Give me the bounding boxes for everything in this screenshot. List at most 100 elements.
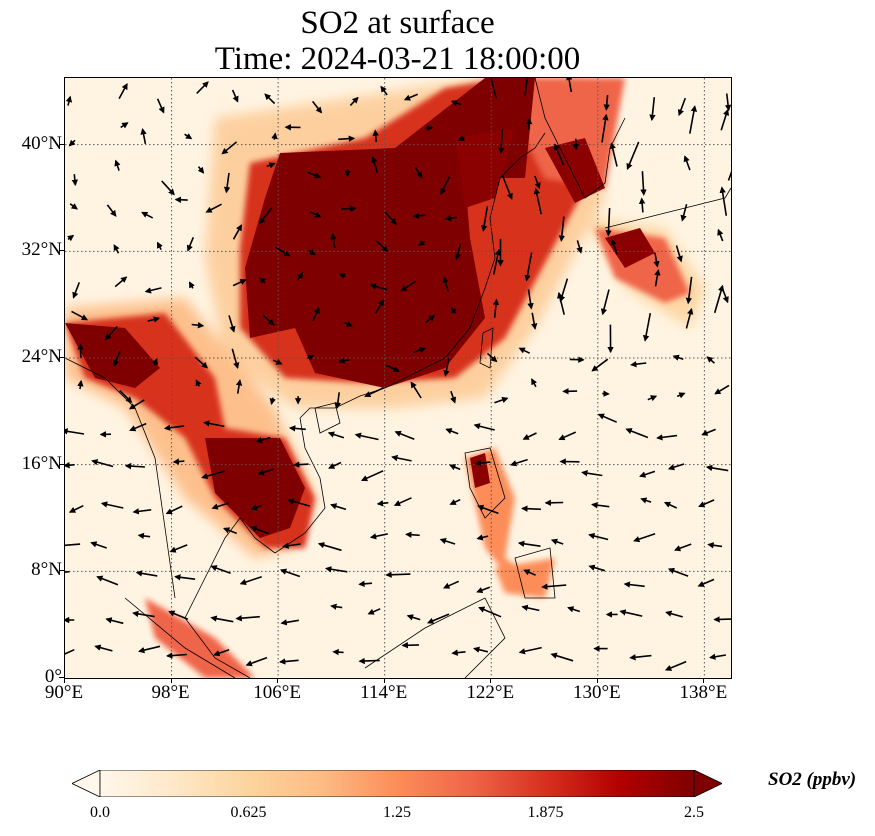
colorbar-tick-label: 0.625 — [230, 804, 267, 821]
wind-vector-arrow — [223, 527, 237, 535]
wind-vector-arrow — [191, 322, 205, 329]
wind-vector-arrow — [172, 458, 185, 465]
colorbar-tick-label: 1.25 — [383, 804, 411, 821]
wind-vector-arrow — [68, 504, 84, 513]
wind-vector-arrow — [414, 166, 423, 179]
wind-vector-arrow — [451, 649, 466, 656]
chart-title: SO2 at surface — [300, 5, 495, 41]
wind-vector-arrow — [151, 357, 158, 366]
wind-vector-arrow — [137, 532, 151, 540]
wind-vector-arrow — [317, 542, 342, 552]
wind-vector-arrow — [443, 580, 460, 589]
wind-vector-arrow — [375, 299, 384, 314]
wind-vector-arrow — [338, 357, 350, 364]
wind-vector-arrow — [65, 570, 70, 573]
wind-vector-arrow — [184, 133, 193, 140]
wind-vector-arrow — [262, 314, 275, 326]
wind-vector-arrow — [486, 352, 498, 363]
wind-vector-arrow — [518, 347, 531, 354]
wind-vector-arrow — [358, 580, 373, 588]
wind-vector-arrow — [174, 574, 196, 581]
wind-vector-arrow — [106, 204, 117, 217]
wind-vector-arrow — [605, 207, 612, 237]
wind-vector-arrow — [727, 160, 731, 181]
coast-hainan — [314, 402, 341, 434]
wind-vector-arrow — [250, 525, 270, 535]
wind-vector-arrow — [96, 575, 119, 586]
wind-vector-arrow — [498, 129, 505, 155]
coast-vietnam — [274, 417, 326, 554]
wind-vector-arrow — [713, 284, 725, 314]
wind-vector-arrow — [65, 462, 75, 469]
wind-vector-arrow — [449, 464, 461, 471]
wind-vector-arrow — [550, 652, 574, 662]
wind-vector-arrow — [517, 540, 541, 548]
wind-vector-arrow — [724, 93, 731, 112]
wind-vector-arrow — [266, 162, 276, 169]
wind-vector-arrow — [445, 428, 459, 435]
wind-vector-arrow — [68, 139, 76, 147]
x-tick-label: 98°E — [151, 682, 190, 703]
wind-vector-arrow — [293, 461, 309, 468]
wind-vector-arrow — [138, 645, 161, 654]
wind-vector-arrow — [307, 354, 315, 361]
wind-vector-arrow — [647, 395, 658, 402]
wind-vector-arrow — [77, 343, 84, 358]
wind-vector-arrow — [169, 544, 188, 553]
wind-vector-arrow — [231, 348, 240, 370]
colorbar-extend-low — [72, 770, 101, 797]
wind-vector-arrow — [473, 646, 489, 653]
y-tick-mark — [59, 143, 64, 145]
wind-vector-arrow — [343, 320, 353, 327]
wind-vector-arrow — [194, 356, 209, 369]
wind-vector-arrow — [567, 606, 581, 613]
wind-vector-arrow — [104, 325, 118, 341]
x-tick-label: 122°E — [466, 682, 515, 703]
wind-vector-arrow — [638, 197, 646, 213]
wind-vector-arrow — [205, 203, 222, 213]
wind-vector-arrow — [510, 458, 528, 467]
wind-vector-arrow — [71, 174, 79, 187]
wind-vector-arrow — [425, 314, 436, 324]
wind-vector-arrow — [689, 105, 698, 134]
wind-vector-arrow — [71, 310, 89, 321]
wind-vector-arrow — [156, 241, 163, 250]
wind-vector-arrow — [69, 203, 78, 210]
wind-vector-arrow — [591, 501, 610, 509]
wind-vector-arrow — [271, 132, 278, 140]
wind-vector-arrow — [576, 240, 583, 254]
wind-vector-arrow — [239, 575, 262, 586]
wind-vector-arrow — [474, 459, 491, 467]
wind-vector-arrow — [72, 282, 81, 299]
wind-vector-arrow — [228, 315, 236, 333]
wind-vector-arrow — [210, 565, 231, 574]
wind-vector-arrow — [332, 648, 344, 656]
wind-vector-arrow — [677, 97, 687, 117]
wind-vector-arrow — [77, 379, 84, 390]
wind-vector-arrow — [473, 423, 495, 431]
wind-vector-arrow — [360, 470, 384, 482]
wind-vector-arrow — [376, 500, 389, 507]
x-tick-label: 114°E — [360, 682, 408, 703]
y-tick-mark — [59, 463, 64, 465]
wind-vector-arrow — [698, 499, 715, 508]
coast-luzon — [464, 447, 506, 519]
wind-vector-arrow — [672, 354, 684, 361]
wind-vector-arrow — [640, 497, 652, 504]
coast-myanmar — [65, 357, 176, 599]
wind-vector-arrow — [338, 135, 356, 142]
wind-vector-arrow — [221, 141, 238, 155]
wind-vector-arrow — [257, 468, 275, 476]
wind-vector-arrow — [308, 248, 316, 256]
wind-vector-arrow — [405, 531, 420, 538]
wind-vector-arrow — [476, 586, 491, 594]
wind-vector-arrow — [649, 97, 656, 122]
wind-vector-arrow — [259, 277, 266, 284]
wind-vector-arrow — [719, 186, 728, 216]
so2-core-thailand — [205, 438, 305, 538]
wind-vector-arrow — [124, 462, 145, 470]
wind-vector-arrow — [697, 578, 715, 587]
x-tick-label: 106°E — [253, 682, 301, 703]
wind-vector-arrow — [521, 604, 540, 612]
wind-vector-arrow — [197, 166, 205, 174]
